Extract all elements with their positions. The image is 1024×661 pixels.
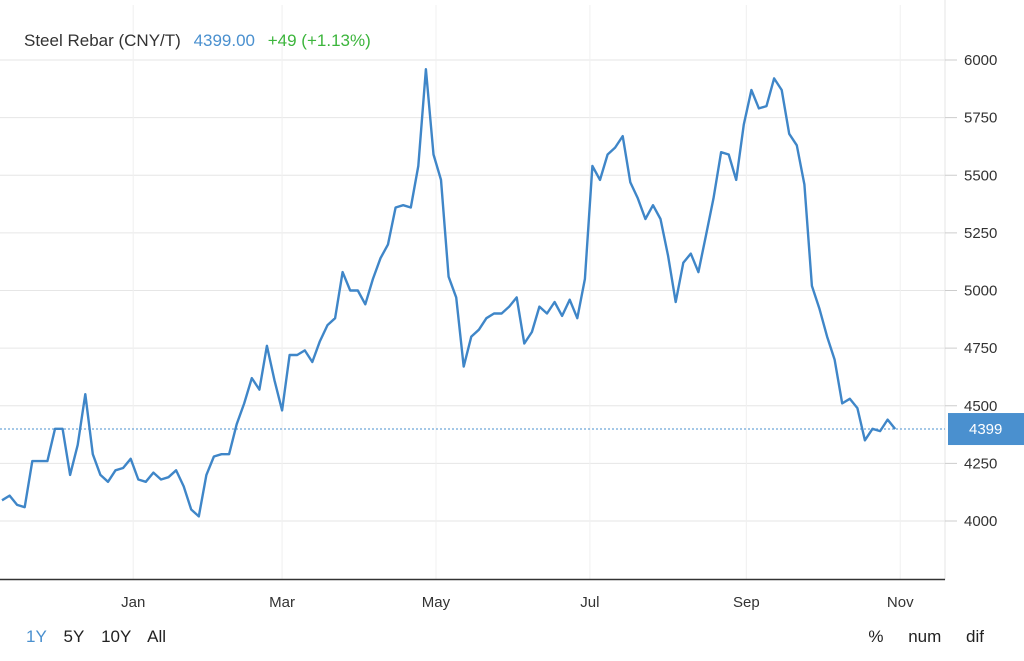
chart-legend: Steel Rebar (CNY/T) 4399.00 +49 (+1.13%) (24, 31, 379, 51)
y-tick-label: 4250 (964, 455, 997, 472)
y-tick-label: 6000 (964, 52, 997, 69)
x-tick-label: Jan (121, 594, 145, 611)
x-tick-label: Sep (733, 594, 760, 611)
range-10y-button[interactable]: 10Y (101, 627, 132, 646)
x-tick-label: May (422, 594, 451, 611)
mode-num-button[interactable]: num (908, 627, 942, 646)
range-1y-button[interactable]: 1Y (26, 627, 47, 646)
series-line (1, 68, 897, 518)
y-tick-label: 5750 (964, 110, 997, 127)
range-5y-button[interactable]: 5Y (63, 627, 85, 646)
y-tick-label: 5250 (964, 225, 997, 242)
x-axis-ticks: Jan Mar May Jul Sep Nov (121, 594, 914, 611)
y-tick-label: 4000 (964, 513, 997, 530)
x-tick-label: Nov (887, 594, 914, 611)
legend-symbol: Steel Rebar (CNY/T) (24, 31, 181, 50)
mode-selector: % num dif (848, 627, 984, 647)
current-price-box (948, 413, 1024, 446)
y-tick-label: 4750 (964, 340, 997, 357)
grid-lines (0, 0, 946, 580)
legend-price: 4399.00 (193, 31, 256, 50)
mode-percent-button[interactable]: % (868, 627, 884, 646)
current-price-label-group: 4399 (948, 413, 1024, 446)
range-selector: 1Y 5Y 10Y All (26, 627, 178, 647)
range-all-button[interactable]: All (147, 627, 167, 646)
mode-dif-button[interactable]: dif (966, 627, 984, 646)
y-tick-label: 5000 (964, 283, 997, 300)
legend-change: +49 (+1.13%) (267, 31, 371, 50)
current-price-label: 4399 (969, 421, 1002, 438)
y-axis-ticks: 4000 4250 4500 4750 5000 5250 5500 5750 6000 (945, 52, 997, 530)
y-tick-label: 4500 (964, 398, 997, 415)
y-tick-label: 5500 (964, 167, 997, 184)
x-tick-label: Jul (580, 594, 599, 611)
x-tick-label: Mar (269, 594, 295, 611)
